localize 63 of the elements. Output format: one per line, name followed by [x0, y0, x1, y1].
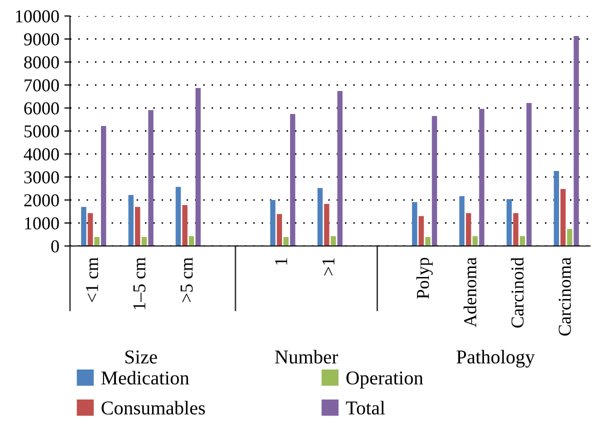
y-tick-label: 0 [51, 240, 59, 252]
bar [290, 114, 296, 246]
bar [324, 204, 330, 246]
y-tick-label: 6000 [24, 102, 59, 114]
bar [196, 88, 201, 246]
bar [317, 188, 323, 246]
bar [418, 216, 424, 246]
y-tick-label: 2000 [24, 194, 59, 206]
bar [513, 213, 518, 246]
y-tick-label: 7000 [24, 79, 59, 92]
bar [506, 199, 512, 246]
x-tick-label: >1 [322, 258, 334, 276]
legend-label: Consumables [102, 400, 205, 415]
y-tick-label: 3000 [24, 171, 59, 184]
bar [94, 237, 100, 246]
bar [283, 237, 289, 246]
bar [466, 213, 472, 246]
bar [142, 237, 147, 246]
bar [176, 186, 181, 246]
bar [520, 236, 525, 246]
bar [148, 110, 154, 246]
bar [459, 196, 464, 246]
x-tick-label: Adenoma [464, 257, 476, 328]
x-tick-label: 1–5 cm [133, 257, 146, 310]
bar [330, 236, 336, 246]
y-tick-label: 5000 [24, 125, 59, 138]
y-tick-label: 8000 [24, 56, 59, 68]
y-tick-label: 10000 [16, 10, 59, 22]
bar [526, 102, 532, 246]
bar [560, 188, 566, 246]
bar [100, 126, 106, 246]
bar [554, 171, 560, 246]
bar [135, 206, 140, 246]
bar [479, 108, 484, 246]
y-tick-label: 4000 [24, 148, 59, 160]
legend-label: Operation [346, 371, 424, 388]
legend-label: Medication [101, 370, 190, 385]
bar [432, 116, 438, 246]
x-tick-label: 1 [275, 258, 288, 265]
bar [182, 205, 188, 246]
bar [472, 236, 478, 246]
bar [425, 237, 430, 246]
bar [81, 206, 86, 246]
bar [128, 194, 134, 246]
bar [574, 36, 579, 246]
x-tick-label: Polyp [416, 258, 433, 299]
bar [270, 200, 276, 246]
text: Size [125, 350, 157, 364]
y-tick-label: 1000 [25, 217, 59, 230]
bar [276, 214, 282, 246]
x-tick-label: <1 cm [86, 257, 98, 302]
bar [337, 90, 343, 246]
x-tick-label: >5 cm [180, 257, 193, 302]
legend-label: Total [346, 400, 385, 415]
text: Number [275, 350, 338, 364]
bar [188, 236, 194, 246]
x-tick-label: Carcinoid [510, 257, 524, 328]
y-tick-label: 9000 [24, 33, 59, 46]
x-tick-label: Carcinoma [558, 257, 571, 336]
bar [567, 228, 572, 246]
text: Pathology [456, 350, 535, 368]
bar [88, 213, 93, 246]
bar [412, 202, 418, 246]
